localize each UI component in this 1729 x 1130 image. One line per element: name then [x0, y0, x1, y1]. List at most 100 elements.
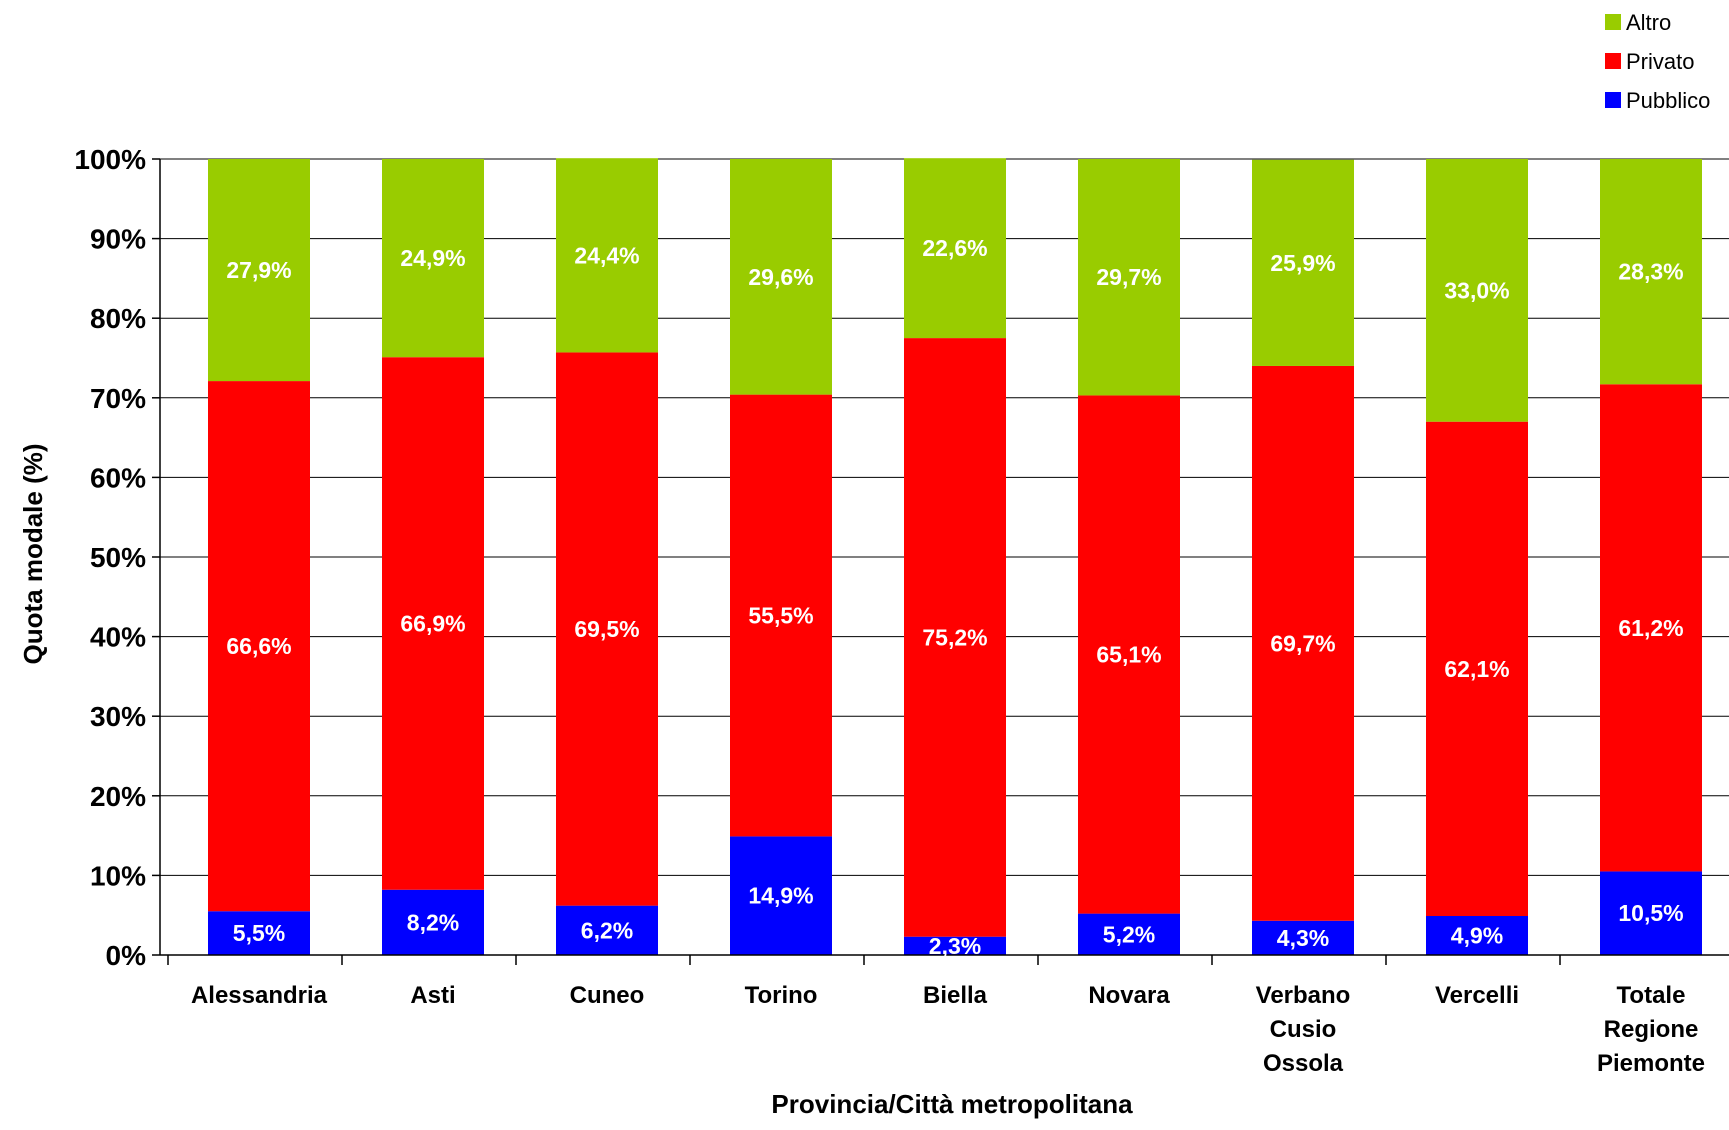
y-tick-label: 20%	[90, 781, 146, 812]
category-label-line: Torino	[745, 982, 818, 1009]
bar-altro	[208, 159, 310, 382]
bar-privato	[208, 381, 310, 912]
data-label: 27,9%	[226, 257, 291, 283]
bar-privato	[1252, 365, 1354, 921]
y-tick-label: 40%	[90, 622, 146, 653]
bar-pubblico	[556, 905, 658, 955]
y-tick-label: 50%	[90, 542, 146, 573]
bar-privato	[1426, 421, 1528, 916]
x-category-label: Biella	[923, 982, 988, 1009]
y-tick-label: 100%	[74, 144, 146, 175]
x-category-label: Alessandria	[191, 982, 328, 1009]
legend-label: Privato	[1626, 49, 1694, 74]
category-label-line: Cuneo	[570, 982, 645, 1009]
data-label: 28,3%	[1618, 259, 1683, 285]
data-label: 29,7%	[1096, 264, 1161, 290]
data-label: 2,3%	[929, 933, 981, 959]
data-label: 66,6%	[226, 633, 291, 659]
x-category-label: Torino	[745, 982, 818, 1009]
y-tick-label: 10%	[90, 860, 146, 891]
category-label-line: Biella	[923, 982, 988, 1009]
data-label: 8,2%	[407, 909, 459, 935]
axes	[152, 158, 1729, 965]
bar-privato	[730, 394, 832, 837]
data-label: 6,2%	[581, 917, 633, 943]
x-category-label: Asti	[410, 982, 455, 1009]
bar-altro	[382, 159, 484, 358]
data-label: 61,2%	[1618, 615, 1683, 641]
x-category-label: Verbano Cusio Ossola	[1256, 982, 1351, 1077]
data-label: 5,5%	[233, 920, 285, 946]
bars	[208, 158, 1702, 955]
bar-pubblico	[1600, 871, 1702, 955]
x-category-label: Totale Regione Piemonte	[1597, 982, 1705, 1077]
data-label: 65,1%	[1096, 642, 1161, 668]
bar-altro	[730, 159, 832, 395]
data-label: 22,6%	[922, 235, 987, 261]
legend-swatch	[1605, 14, 1621, 30]
bar-altro	[556, 158, 658, 353]
bar-altro	[904, 158, 1006, 339]
bar-pubblico	[1252, 920, 1354, 955]
category-label-line: Piemonte	[1597, 1050, 1705, 1077]
data-label: 4,9%	[1451, 922, 1503, 948]
data-label: 69,5%	[574, 616, 639, 642]
data-label: 24,4%	[574, 242, 639, 268]
x-category-label: Novara	[1088, 982, 1170, 1009]
category-label-line: Cusio	[1270, 1016, 1337, 1043]
data-label: 14,9%	[748, 883, 813, 909]
data-label: 4,3%	[1277, 925, 1329, 951]
data-label: 25,9%	[1270, 250, 1335, 276]
category-label-line: Alessandria	[191, 982, 328, 1009]
bar-pubblico	[1426, 915, 1528, 955]
category-label-line: Novara	[1088, 982, 1170, 1009]
x-category-label: Vercelli	[1435, 982, 1519, 1009]
bar-pubblico	[1078, 913, 1180, 955]
category-label-line: Totale	[1617, 982, 1686, 1009]
data-label: 10,5%	[1618, 900, 1683, 926]
legend-label: Pubblico	[1626, 88, 1710, 113]
data-labels: 5,5% 66,6% 27,9% 8,2% 66,9% 24,9% 6,2% 69,5% 24,…	[226, 235, 1683, 959]
bar-privato	[1078, 395, 1180, 914]
bar-pubblico	[208, 911, 310, 955]
x-category-labels: Alessandria Asti Cuneo Torino Biella Novara Ve…	[191, 982, 1705, 1077]
data-label: 24,9%	[400, 245, 465, 271]
bar-altro	[1426, 159, 1528, 422]
category-label-line: Verbano	[1256, 982, 1351, 1009]
y-tick-label: 0%	[106, 940, 147, 971]
data-label: 29,6%	[748, 264, 813, 290]
legend-label: Altro	[1626, 10, 1671, 35]
category-label-line: Asti	[410, 982, 455, 1009]
y-axis-title: Quota modale (%)	[18, 443, 48, 664]
category-label-line: Ossola	[1263, 1050, 1344, 1077]
data-label: 75,2%	[922, 624, 987, 650]
category-label-line: Vercelli	[1435, 982, 1519, 1009]
bar-pubblico	[904, 936, 1006, 955]
y-tick-label: 60%	[90, 462, 146, 493]
data-label: 62,1%	[1444, 656, 1509, 682]
data-label: 5,2%	[1103, 921, 1155, 947]
bar-privato	[382, 357, 484, 890]
bar-altro	[1078, 159, 1180, 396]
data-label: 69,7%	[1270, 630, 1335, 656]
bar-privato	[556, 352, 658, 906]
data-label: 55,5%	[748, 603, 813, 629]
y-tick-label: 90%	[90, 224, 146, 255]
bar-privato	[904, 338, 1006, 937]
bar-privato	[1600, 384, 1702, 872]
y-tick-label: 80%	[90, 303, 146, 334]
y-tick-label: 70%	[90, 383, 146, 414]
y-tick-labels: 0% 10% 20% 30% 40% 50% 60% 70% 80% 90% 100%	[74, 144, 146, 971]
legend-swatch	[1605, 92, 1621, 108]
bar-altro	[1600, 159, 1702, 385]
bar-pubblico	[382, 889, 484, 955]
legend: Altro Privato Pubblico	[1605, 10, 1710, 113]
x-category-label: Cuneo	[570, 982, 645, 1009]
x-axis-title: Provincia/Città metropolitana	[771, 1089, 1133, 1119]
y-tick-label: 30%	[90, 701, 146, 732]
data-label: 33,0%	[1444, 277, 1509, 303]
legend-swatch	[1605, 53, 1621, 69]
bar-pubblico	[730, 836, 832, 955]
category-label-line: Regione	[1604, 1016, 1699, 1043]
